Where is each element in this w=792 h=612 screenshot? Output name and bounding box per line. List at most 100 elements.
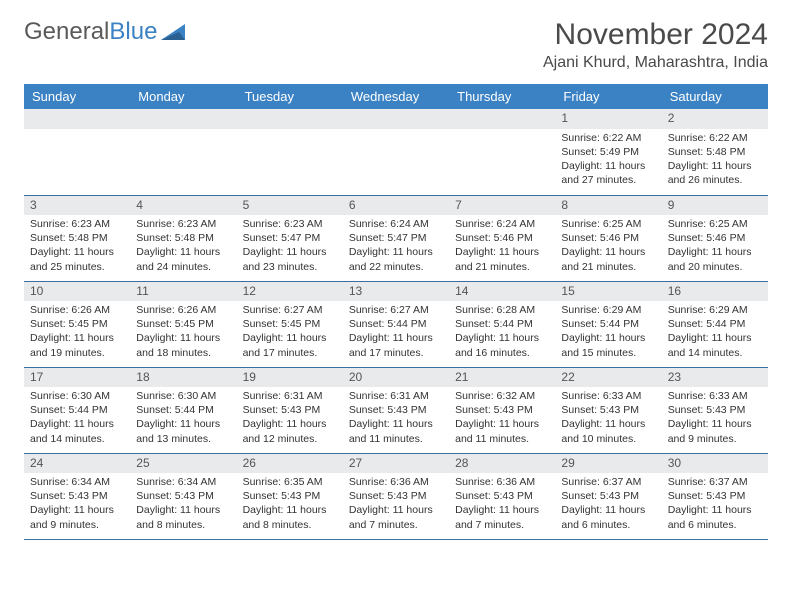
calendar-day-cell: 18Sunrise: 6:30 AMSunset: 5:44 PMDayligh…: [130, 367, 236, 453]
day-details: Sunrise: 6:26 AMSunset: 5:45 PMDaylight:…: [24, 301, 130, 364]
day-details: Sunrise: 6:36 AMSunset: 5:43 PMDaylight:…: [449, 473, 555, 536]
day-details: Sunrise: 6:29 AMSunset: 5:44 PMDaylight:…: [555, 301, 661, 364]
day-number: 13: [343, 282, 449, 302]
calendar-day-cell: 17Sunrise: 6:30 AMSunset: 5:44 PMDayligh…: [24, 367, 130, 453]
day-number: 21: [449, 368, 555, 388]
day-number: 25: [130, 454, 236, 474]
day-number: [449, 109, 555, 129]
day-number: [24, 109, 130, 129]
day-details: Sunrise: 6:22 AMSunset: 5:49 PMDaylight:…: [555, 129, 661, 192]
day-number: 11: [130, 282, 236, 302]
day-number: 24: [24, 454, 130, 474]
calendar-day-cell: 7Sunrise: 6:24 AMSunset: 5:46 PMDaylight…: [449, 195, 555, 281]
calendar-day-cell: 6Sunrise: 6:24 AMSunset: 5:47 PMDaylight…: [343, 195, 449, 281]
day-number: 18: [130, 368, 236, 388]
calendar-day-cell: 29Sunrise: 6:37 AMSunset: 5:43 PMDayligh…: [555, 453, 661, 539]
calendar-day-cell: 2Sunrise: 6:22 AMSunset: 5:48 PMDaylight…: [662, 109, 768, 195]
day-details: Sunrise: 6:25 AMSunset: 5:46 PMDaylight:…: [662, 215, 768, 278]
day-header: Tuesday: [237, 84, 343, 109]
day-details: Sunrise: 6:30 AMSunset: 5:44 PMDaylight:…: [24, 387, 130, 450]
day-header: Wednesday: [343, 84, 449, 109]
day-details: Sunrise: 6:24 AMSunset: 5:46 PMDaylight:…: [449, 215, 555, 278]
calendar-day-cell: 22Sunrise: 6:33 AMSunset: 5:43 PMDayligh…: [555, 367, 661, 453]
calendar-day-cell: 25Sunrise: 6:34 AMSunset: 5:43 PMDayligh…: [130, 453, 236, 539]
day-header: Friday: [555, 84, 661, 109]
day-number: 17: [24, 368, 130, 388]
month-title: November 2024: [543, 18, 768, 52]
calendar-day-cell: [449, 109, 555, 195]
day-number: 29: [555, 454, 661, 474]
calendar-day-cell: 30Sunrise: 6:37 AMSunset: 5:43 PMDayligh…: [662, 453, 768, 539]
day-number: [130, 109, 236, 129]
day-details: Sunrise: 6:23 AMSunset: 5:47 PMDaylight:…: [237, 215, 343, 278]
day-header: Thursday: [449, 84, 555, 109]
calendar-week-row: 17Sunrise: 6:30 AMSunset: 5:44 PMDayligh…: [24, 367, 768, 453]
calendar-day-cell: 28Sunrise: 6:36 AMSunset: 5:43 PMDayligh…: [449, 453, 555, 539]
day-number: 23: [662, 368, 768, 388]
calendar-week-row: 3Sunrise: 6:23 AMSunset: 5:48 PMDaylight…: [24, 195, 768, 281]
day-details: Sunrise: 6:30 AMSunset: 5:44 PMDaylight:…: [130, 387, 236, 450]
calendar-day-cell: [343, 109, 449, 195]
day-number: 19: [237, 368, 343, 388]
calendar-day-cell: 24Sunrise: 6:34 AMSunset: 5:43 PMDayligh…: [24, 453, 130, 539]
calendar-day-cell: 15Sunrise: 6:29 AMSunset: 5:44 PMDayligh…: [555, 281, 661, 367]
calendar-table: SundayMondayTuesdayWednesdayThursdayFrid…: [24, 84, 768, 540]
day-number: 6: [343, 196, 449, 216]
calendar-day-cell: 13Sunrise: 6:27 AMSunset: 5:44 PMDayligh…: [343, 281, 449, 367]
calendar-day-cell: 4Sunrise: 6:23 AMSunset: 5:48 PMDaylight…: [130, 195, 236, 281]
calendar-day-cell: [130, 109, 236, 195]
day-header: Sunday: [24, 84, 130, 109]
day-details: Sunrise: 6:27 AMSunset: 5:45 PMDaylight:…: [237, 301, 343, 364]
calendar-header-row: SundayMondayTuesdayWednesdayThursdayFrid…: [24, 84, 768, 109]
day-details: Sunrise: 6:34 AMSunset: 5:43 PMDaylight:…: [130, 473, 236, 536]
day-number: 27: [343, 454, 449, 474]
day-details: Sunrise: 6:24 AMSunset: 5:47 PMDaylight:…: [343, 215, 449, 278]
title-block: November 2024 Ajani Khurd, Maharashtra, …: [543, 18, 768, 72]
calendar-day-cell: 10Sunrise: 6:26 AMSunset: 5:45 PMDayligh…: [24, 281, 130, 367]
header: GeneralBlue November 2024 Ajani Khurd, M…: [24, 18, 768, 72]
day-number: 5: [237, 196, 343, 216]
calendar-day-cell: 12Sunrise: 6:27 AMSunset: 5:45 PMDayligh…: [237, 281, 343, 367]
calendar-week-row: 10Sunrise: 6:26 AMSunset: 5:45 PMDayligh…: [24, 281, 768, 367]
day-number: 4: [130, 196, 236, 216]
day-details: Sunrise: 6:26 AMSunset: 5:45 PMDaylight:…: [130, 301, 236, 364]
day-details: [343, 129, 449, 135]
day-number: 2: [662, 109, 768, 129]
day-number: 30: [662, 454, 768, 474]
brand-triangle-icon: [161, 22, 189, 42]
day-number: [237, 109, 343, 129]
calendar-day-cell: 3Sunrise: 6:23 AMSunset: 5:48 PMDaylight…: [24, 195, 130, 281]
calendar-day-cell: 23Sunrise: 6:33 AMSunset: 5:43 PMDayligh…: [662, 367, 768, 453]
day-header: Saturday: [662, 84, 768, 109]
calendar-day-cell: 27Sunrise: 6:36 AMSunset: 5:43 PMDayligh…: [343, 453, 449, 539]
day-number: 14: [449, 282, 555, 302]
calendar-day-cell: 19Sunrise: 6:31 AMSunset: 5:43 PMDayligh…: [237, 367, 343, 453]
day-number: 15: [555, 282, 661, 302]
day-number: 12: [237, 282, 343, 302]
brand-part1: General: [24, 18, 109, 46]
day-number: 26: [237, 454, 343, 474]
day-details: Sunrise: 6:33 AMSunset: 5:43 PMDaylight:…: [662, 387, 768, 450]
calendar-week-row: 24Sunrise: 6:34 AMSunset: 5:43 PMDayligh…: [24, 453, 768, 539]
day-details: [130, 129, 236, 135]
day-details: Sunrise: 6:35 AMSunset: 5:43 PMDaylight:…: [237, 473, 343, 536]
calendar-day-cell: 9Sunrise: 6:25 AMSunset: 5:46 PMDaylight…: [662, 195, 768, 281]
calendar-day-cell: [24, 109, 130, 195]
calendar-week-row: 1Sunrise: 6:22 AMSunset: 5:49 PMDaylight…: [24, 109, 768, 195]
day-details: [449, 129, 555, 135]
day-number: 3: [24, 196, 130, 216]
day-header: Monday: [130, 84, 236, 109]
day-number: 8: [555, 196, 661, 216]
day-details: Sunrise: 6:31 AMSunset: 5:43 PMDaylight:…: [237, 387, 343, 450]
calendar-day-cell: 26Sunrise: 6:35 AMSunset: 5:43 PMDayligh…: [237, 453, 343, 539]
day-details: [237, 129, 343, 135]
day-number: 28: [449, 454, 555, 474]
day-details: Sunrise: 6:28 AMSunset: 5:44 PMDaylight:…: [449, 301, 555, 364]
day-details: Sunrise: 6:23 AMSunset: 5:48 PMDaylight:…: [24, 215, 130, 278]
day-number: 1: [555, 109, 661, 129]
calendar-day-cell: 5Sunrise: 6:23 AMSunset: 5:47 PMDaylight…: [237, 195, 343, 281]
day-number: 7: [449, 196, 555, 216]
day-number: 16: [662, 282, 768, 302]
calendar-day-cell: 1Sunrise: 6:22 AMSunset: 5:49 PMDaylight…: [555, 109, 661, 195]
day-details: Sunrise: 6:34 AMSunset: 5:43 PMDaylight:…: [24, 473, 130, 536]
